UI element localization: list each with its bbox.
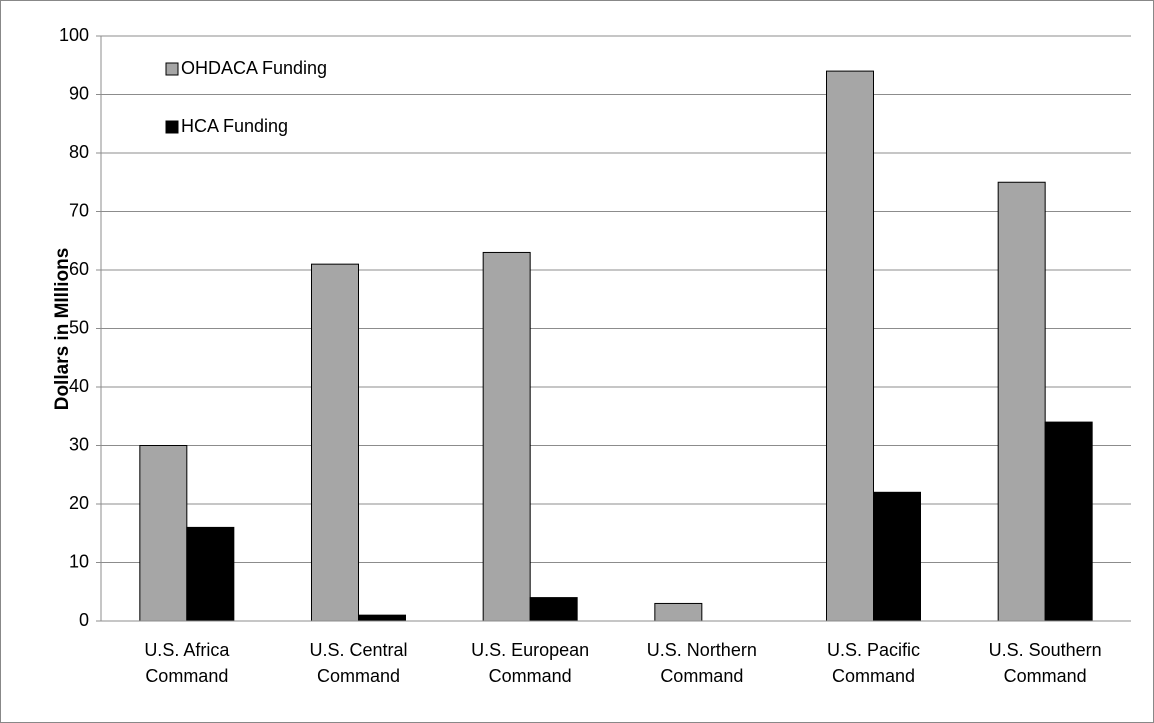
bar (1044, 421, 1093, 622)
bar (139, 445, 188, 622)
y-axis-label: Dollars in MIllions (52, 248, 73, 411)
x-tick-label: U.S. Central Command (309, 640, 408, 686)
bar (358, 614, 406, 622)
bar (826, 70, 874, 622)
legend-label: HCA Funding (181, 116, 288, 136)
x-tick-label: U.S. European Command (471, 640, 590, 686)
y-tick-label: 0 (79, 610, 89, 630)
y-tick-label: 10 (69, 551, 89, 571)
y-tick-label: 20 (69, 493, 89, 513)
bar (311, 263, 359, 622)
y-tick-label: 70 (69, 200, 89, 220)
y-tick-label: 80 (69, 142, 89, 162)
legend-label: OHDACA Funding (181, 58, 327, 78)
bar (997, 181, 1046, 622)
bar (529, 597, 578, 622)
x-tick-label: U.S. Africa Command (144, 640, 230, 686)
y-tick-label: 50 (69, 317, 89, 337)
x-tick-label: U.S. Pacific Command (826, 640, 921, 686)
y-tick-label: 100 (59, 25, 89, 45)
y-tick-label: 40 (69, 376, 89, 396)
x-tick-label: U.S. Southern Command (988, 640, 1102, 686)
legend-swatch (165, 62, 179, 76)
bar (873, 491, 921, 622)
y-tick-label: 60 (69, 259, 89, 279)
legend-swatch (165, 120, 179, 134)
bar (482, 251, 531, 622)
y-tick-label: 30 (69, 434, 89, 454)
y-tick-label: 90 (69, 83, 89, 103)
bar (654, 602, 703, 622)
bar (186, 526, 235, 622)
x-tick-label: U.S. Northern Command (646, 640, 757, 686)
